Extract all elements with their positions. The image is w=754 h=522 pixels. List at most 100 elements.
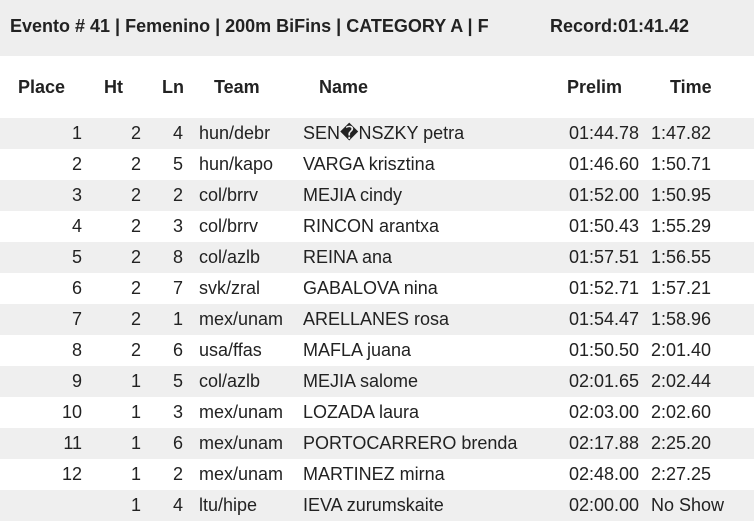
cell: 01:52.71 bbox=[569, 278, 640, 298]
cell: 2 bbox=[130, 185, 141, 205]
cell: 1 bbox=[130, 433, 141, 453]
title: Evento # 41 | Femenino | 200m BiFins | C… bbox=[10, 16, 489, 36]
cell: 1:55.29 bbox=[651, 216, 712, 236]
cell: 5 bbox=[71, 247, 82, 267]
cell: 02:01.65 bbox=[569, 371, 640, 391]
cell: 2 bbox=[130, 154, 141, 174]
cell: 1:47.82 bbox=[651, 123, 712, 143]
cell: 3 bbox=[71, 185, 82, 205]
cell: MEJIA cindy bbox=[303, 185, 403, 205]
cell: 01:57.51 bbox=[569, 247, 640, 267]
cell: 01:44.78 bbox=[569, 123, 640, 143]
column-header: Place bbox=[18, 77, 66, 97]
cell: col/brrv bbox=[199, 216, 259, 236]
cell: 02:17.88 bbox=[569, 433, 640, 453]
cell: 1:56.55 bbox=[651, 247, 712, 267]
cell: 6 bbox=[172, 433, 183, 453]
cell: 1:50.95 bbox=[651, 185, 712, 205]
cell: 01:50.43 bbox=[569, 216, 640, 236]
record: Record:01:41.42 bbox=[550, 16, 690, 36]
column-header: Name bbox=[319, 77, 369, 97]
cell: 9 bbox=[71, 371, 82, 391]
cell: SEN�NSZKY petra bbox=[303, 123, 465, 143]
cell: col/brrv bbox=[199, 185, 259, 205]
cell: LOZADA laura bbox=[303, 402, 420, 422]
cell: 6 bbox=[71, 278, 82, 298]
cell: 4 bbox=[172, 123, 183, 143]
cell: 1:50.71 bbox=[651, 154, 712, 174]
cell: 5 bbox=[172, 371, 183, 391]
cell: 2 bbox=[130, 216, 141, 236]
cell: MAFLA juana bbox=[303, 340, 412, 360]
cell: IEVA zurumskaite bbox=[303, 495, 444, 515]
cell: MARTINEZ mirna bbox=[303, 464, 445, 484]
cell: 02:00.00 bbox=[569, 495, 640, 515]
cell: mex/unam bbox=[199, 309, 284, 329]
cell: 1 bbox=[130, 464, 141, 484]
cell: hun/debr bbox=[199, 123, 271, 143]
cell: 2:25.20 bbox=[651, 433, 712, 453]
cell: 7 bbox=[71, 309, 82, 329]
cell: 8 bbox=[172, 247, 183, 267]
column-header: Time bbox=[670, 77, 712, 97]
cell: 4 bbox=[71, 216, 82, 236]
cell: 1 bbox=[130, 371, 141, 391]
cell: 1 bbox=[172, 309, 183, 329]
cell: 2:01.40 bbox=[651, 340, 712, 360]
cell: 1 bbox=[71, 123, 82, 143]
cell: 11 bbox=[63, 433, 82, 453]
cell: REINA ana bbox=[303, 247, 393, 267]
cell: 2 bbox=[130, 123, 141, 143]
cell: No Show bbox=[651, 495, 725, 515]
cell: ltu/hipe bbox=[199, 495, 258, 515]
cell: 2 bbox=[130, 309, 141, 329]
cell: usa/ffas bbox=[199, 340, 262, 360]
cell: 2 bbox=[130, 278, 141, 298]
cell: 01:54.47 bbox=[569, 309, 640, 329]
column-header: Ln bbox=[162, 77, 184, 97]
cell: 10 bbox=[61, 402, 82, 422]
cell: mex/unam bbox=[199, 464, 284, 484]
row-background bbox=[0, 490, 754, 521]
column-header: Prelim bbox=[567, 77, 623, 97]
row-background bbox=[0, 428, 754, 459]
row-background bbox=[0, 242, 754, 273]
cell: 1:57.21 bbox=[651, 278, 712, 298]
column-header: Team bbox=[214, 77, 260, 97]
cell: ARELLANES rosa bbox=[303, 309, 450, 329]
cell: 2:27.25 bbox=[651, 464, 712, 484]
row-background bbox=[0, 366, 754, 397]
cell: col/azlb bbox=[199, 371, 261, 391]
cell: 3 bbox=[172, 216, 183, 236]
cell: 12 bbox=[61, 464, 82, 484]
title-bar bbox=[0, 0, 754, 56]
cell: 2:02.60 bbox=[651, 402, 712, 422]
cell: 01:50.50 bbox=[569, 340, 640, 360]
row-background bbox=[0, 118, 754, 149]
cell: 02:48.00 bbox=[569, 464, 640, 484]
cell: 6 bbox=[172, 340, 183, 360]
cell: svk/zral bbox=[199, 278, 261, 298]
cell: 8 bbox=[71, 340, 82, 360]
cell: 1:58.96 bbox=[651, 309, 712, 329]
cell: VARGA krisztina bbox=[303, 154, 435, 174]
cell: 2:02.44 bbox=[651, 371, 712, 391]
cell: 01:46.60 bbox=[569, 154, 640, 174]
cell: 2 bbox=[172, 464, 183, 484]
cell: col/azlb bbox=[199, 247, 261, 267]
cell: 5 bbox=[172, 154, 183, 174]
cell: mex/unam bbox=[199, 402, 284, 422]
row-background bbox=[0, 304, 754, 335]
cell: 4 bbox=[172, 495, 183, 515]
cell: 01:52.00 bbox=[569, 185, 640, 205]
cell: hun/kapo bbox=[199, 154, 274, 174]
cell: 2 bbox=[130, 340, 141, 360]
row-background bbox=[0, 180, 754, 211]
cell: RINCON arantxa bbox=[303, 216, 440, 236]
cell: 7 bbox=[172, 278, 183, 298]
column-header: Ht bbox=[104, 77, 123, 97]
cell: PORTOCARRERO brenda bbox=[303, 433, 518, 453]
cell: 1 bbox=[130, 495, 141, 515]
cell: 02:03.00 bbox=[569, 402, 640, 422]
